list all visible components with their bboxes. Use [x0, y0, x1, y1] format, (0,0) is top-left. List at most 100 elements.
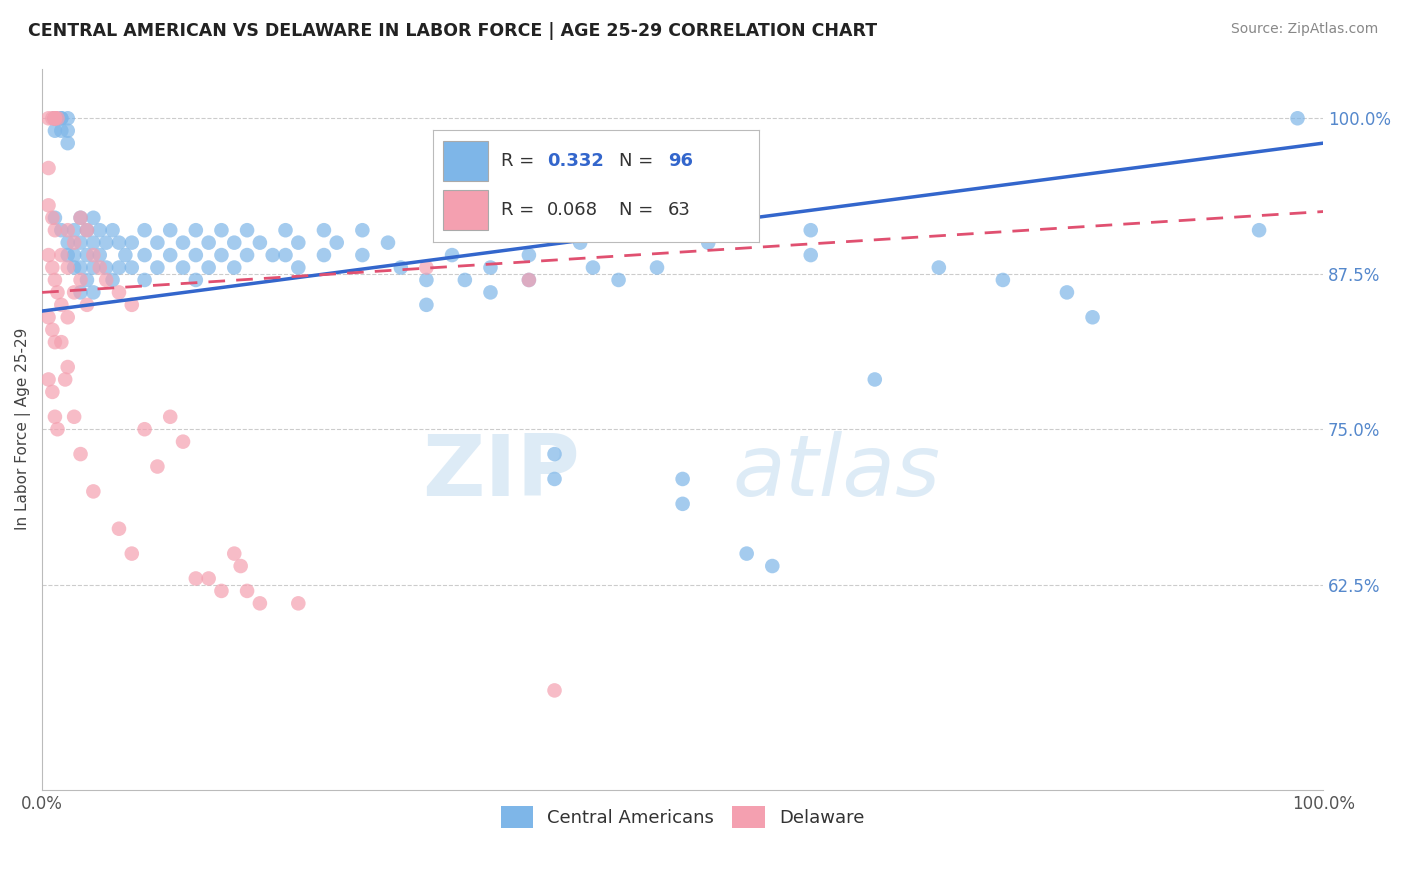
Point	[56, 235, 79, 250]
Point	[134, 422, 156, 436]
Point	[184, 248, 207, 262]
Point	[184, 572, 207, 586]
Point	[800, 248, 823, 262]
Point	[56, 112, 79, 126]
Point	[89, 223, 111, 237]
Point	[159, 248, 181, 262]
Point	[96, 235, 118, 250]
Point	[38, 198, 60, 212]
Point	[415, 298, 437, 312]
Point	[56, 260, 79, 275]
Point	[274, 248, 297, 262]
Point	[82, 260, 104, 275]
Point	[38, 161, 60, 175]
Point	[479, 285, 502, 300]
Point	[172, 260, 194, 275]
Point	[1081, 310, 1104, 325]
Point	[108, 235, 131, 250]
Text: ZIP: ZIP	[422, 431, 581, 514]
Point	[76, 223, 98, 237]
Point	[287, 235, 309, 250]
Point	[108, 522, 131, 536]
Point	[697, 235, 720, 250]
Point	[274, 223, 297, 237]
Point	[249, 235, 271, 250]
Point	[44, 409, 66, 424]
Point	[352, 248, 374, 262]
Point	[101, 223, 124, 237]
Point	[134, 248, 156, 262]
Point	[63, 409, 86, 424]
Point	[224, 260, 246, 275]
Point	[51, 335, 73, 350]
Point	[96, 273, 118, 287]
Point	[800, 223, 823, 237]
Point	[69, 260, 91, 275]
Point	[69, 285, 91, 300]
Point	[672, 472, 695, 486]
Point	[101, 273, 124, 287]
Point	[82, 211, 104, 225]
Point	[56, 248, 79, 262]
Point	[108, 260, 131, 275]
Point	[69, 211, 91, 225]
Point	[517, 248, 540, 262]
Point	[1249, 223, 1271, 237]
Point	[56, 136, 79, 150]
Point	[441, 248, 464, 262]
Point	[159, 409, 181, 424]
Point	[121, 260, 143, 275]
Point	[51, 112, 73, 126]
Point	[121, 298, 143, 312]
Point	[224, 547, 246, 561]
Point	[146, 459, 169, 474]
Point	[63, 223, 86, 237]
Point	[44, 124, 66, 138]
Point	[517, 273, 540, 287]
Point	[108, 285, 131, 300]
Point	[63, 235, 86, 250]
Point	[44, 211, 66, 225]
Point	[44, 223, 66, 237]
Point	[121, 235, 143, 250]
Point	[326, 235, 349, 250]
Point	[134, 223, 156, 237]
Point	[121, 547, 143, 561]
Point	[44, 112, 66, 126]
Point	[56, 310, 79, 325]
Point	[44, 112, 66, 126]
Point	[44, 112, 66, 126]
Legend: Central Americans, Delaware: Central Americans, Delaware	[494, 798, 872, 835]
Point	[479, 260, 502, 275]
Point	[229, 559, 252, 574]
Point	[645, 260, 668, 275]
Point	[262, 248, 284, 262]
Point	[312, 248, 335, 262]
Point	[389, 260, 412, 275]
Point	[76, 248, 98, 262]
Point	[82, 285, 104, 300]
Point	[352, 223, 374, 237]
Point	[735, 547, 758, 561]
Point	[197, 260, 219, 275]
Point	[184, 223, 207, 237]
Point	[146, 260, 169, 275]
Point	[134, 273, 156, 287]
Point	[236, 223, 259, 237]
Point	[96, 260, 118, 275]
Point	[172, 235, 194, 250]
Point	[114, 248, 136, 262]
Point	[51, 124, 73, 138]
Point	[146, 235, 169, 250]
Point	[543, 447, 565, 461]
Point	[224, 235, 246, 250]
Point	[761, 559, 783, 574]
Text: CENTRAL AMERICAN VS DELAWARE IN LABOR FORCE | AGE 25-29 CORRELATION CHART: CENTRAL AMERICAN VS DELAWARE IN LABOR FO…	[28, 22, 877, 40]
Point	[89, 260, 111, 275]
Point	[44, 112, 66, 126]
Point	[46, 422, 69, 436]
Point	[415, 260, 437, 275]
Point	[236, 583, 259, 598]
Point	[89, 248, 111, 262]
Point	[56, 223, 79, 237]
